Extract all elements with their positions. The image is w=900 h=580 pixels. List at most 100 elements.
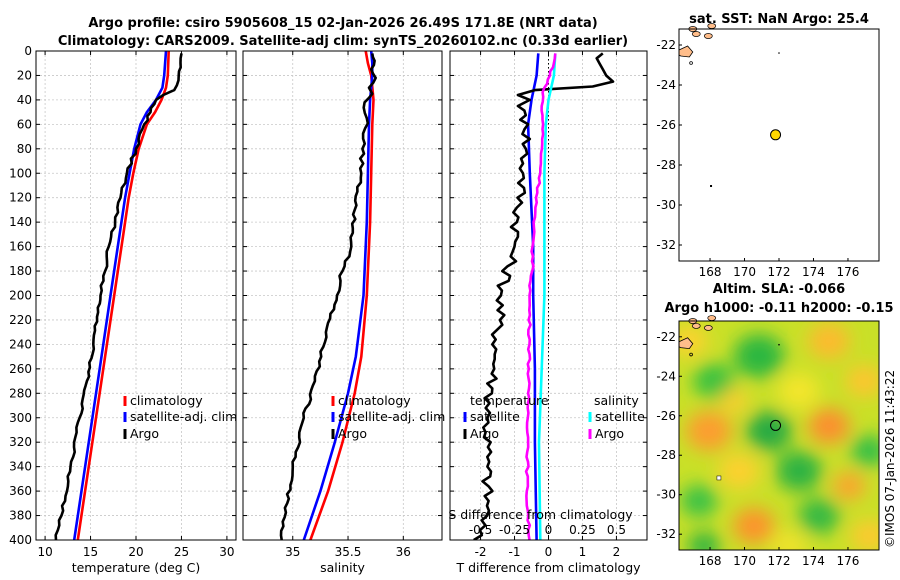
reef-dot — [778, 343, 780, 346]
loyalty-island — [691, 323, 701, 329]
map-y-tick-label: -30 — [656, 488, 676, 502]
s-tick-label: 0.5 — [607, 523, 626, 537]
sla-anomaly-blob — [845, 365, 879, 397]
sla-anomaly-blob — [680, 485, 718, 517]
sla-anomaly-blob — [850, 520, 879, 550]
x-axis-label: T difference from climatology — [455, 560, 641, 575]
map-x-tick-label: 174 — [802, 554, 825, 568]
imos-watermark: ©IMOS 07-Jan-2026 11:43:22 — [883, 370, 897, 548]
series-line-temperature-argo — [473, 52, 615, 540]
x-tick-label: 20 — [128, 545, 143, 559]
argo-float-marker — [770, 129, 782, 141]
difference-profile-panel: -2 -1 0 1 2T difference from climatology S di… — [448, 50, 648, 575]
grid — [36, 50, 236, 541]
legend-salinity-title: salinity — [594, 393, 639, 408]
y-tick-label: 180 — [9, 264, 32, 278]
sla-map-title-line2: Argo h1000: -0.11 h2000: -0.15 — [664, 301, 893, 316]
y-tick-label: 300 — [9, 411, 32, 425]
sla-anomaly-blob — [679, 325, 708, 357]
sla-anomaly-blob — [720, 389, 748, 413]
sla-anomaly-blob — [733, 508, 775, 544]
x-tick-label: 30 — [219, 545, 234, 559]
series-line-satellite-adj-clim — [72, 51, 168, 540]
island-norfolk — [716, 475, 722, 481]
sla-anomaly-blob — [778, 373, 820, 409]
loyalty-island — [703, 325, 713, 331]
sla-anomaly-blob — [687, 532, 721, 550]
x-tick-label: 10 — [37, 545, 52, 559]
series-line-salinity-argo — [524, 53, 557, 540]
legend-temp-1-label: satellite-adj. clim — [130, 409, 237, 424]
y-tick-label: 80 — [17, 142, 32, 156]
s-tick-label: 0 — [545, 523, 553, 537]
sla-heatmap — [679, 321, 879, 550]
sla-anomaly-blob — [770, 530, 808, 550]
sst-map-title: sat. SST: NaN Argo: 25.4 — [689, 12, 869, 27]
map-x-tick-label: 176 — [837, 554, 860, 568]
map-x-tick-label: 170 — [733, 554, 756, 568]
sla-anomaly-blob — [746, 411, 792, 451]
map-y-tick-label: -26 — [656, 118, 676, 132]
y-tick-label: 100 — [9, 166, 32, 180]
sla-anomaly-blob — [808, 408, 850, 444]
sla-anomaly-blob — [850, 435, 879, 467]
y-tick-label: 260 — [9, 362, 32, 376]
x-tick-label: 25 — [174, 545, 189, 559]
map-x-tick-label: 168 — [699, 554, 722, 568]
sla-map-title-line1: Altim. SLA: -0.066 — [713, 282, 845, 297]
y-tick-label: 320 — [9, 435, 32, 449]
y-tick-label: 280 — [9, 386, 32, 400]
map-y-tick-label: -30 — [656, 198, 676, 212]
sla-anomaly-blob — [832, 472, 866, 500]
figure-title-line2: Climatology: CARS2009. Satellite-adj cli… — [58, 34, 628, 49]
difference-legend: temperaturesatelliteArgosalinitysatellit… — [463, 393, 645, 441]
sla-anomaly-blob — [808, 323, 850, 359]
y-tick-label: 400 — [9, 533, 32, 547]
x-tick-label: 0 — [545, 545, 553, 559]
x-axis-label: temperature (deg C) — [72, 560, 201, 575]
y-tick-label: 20 — [17, 68, 32, 82]
x-axis-label: salinity — [320, 560, 365, 575]
legend-sal-1-label: satellite-adj. clim — [338, 409, 445, 424]
series-group — [473, 52, 615, 540]
map-x-tick-label: 172 — [768, 265, 791, 279]
temperature-profile-panel: 10 15 20 25 30020406080100120140160180200220… — [9, 44, 237, 575]
s-difference-axis-label: S difference from climatology — [448, 507, 633, 522]
map-y-tick-label: -22 — [656, 38, 676, 52]
x-tick-label: 36 — [396, 545, 411, 559]
loyalty-island — [691, 31, 701, 37]
x-tick-label: 15 — [83, 545, 98, 559]
loyalty-island — [707, 315, 717, 321]
y-tick-label: 120 — [9, 191, 32, 205]
map-x-tick-label: 174 — [802, 265, 825, 279]
s-tick-label: 0.25 — [569, 523, 596, 537]
loyalty-island — [707, 23, 717, 29]
isle-of-pines — [689, 61, 693, 65]
map-y-tick-label: -24 — [656, 369, 676, 383]
map-y-tick-label: -26 — [656, 409, 676, 423]
x-tick-label: 1 — [579, 545, 587, 559]
series-line-temperature-satellite — [526, 53, 540, 540]
sla-anomaly-blob — [733, 334, 785, 378]
sst-map-panel: 168 170 172 174 176 -22 -24 -26 -28 -30 -32 — [656, 23, 880, 279]
x-tick-label: -1 — [509, 545, 521, 559]
map-y-tick-label: -24 — [656, 78, 676, 92]
legend-sal-2-label: Argo — [338, 426, 367, 441]
y-tick-label: 380 — [9, 509, 32, 523]
series-group — [54, 51, 183, 540]
isle-of-pines — [689, 352, 693, 357]
y-tick-label: 160 — [9, 240, 32, 254]
argo-float-marker — [770, 419, 782, 431]
map-x-tick-label: 168 — [699, 265, 722, 279]
legend-temperature-title: temperature — [470, 393, 549, 408]
y-tick-label: 220 — [9, 313, 32, 327]
s-tick-label: -0.5 — [469, 523, 492, 537]
y-tick-label: 360 — [9, 484, 32, 498]
series-group — [279, 51, 377, 540]
x-tick-label: 2 — [613, 545, 621, 559]
legend-sal-argo-label: Argo — [595, 426, 624, 441]
legend-temp-satellite-label: satellite — [470, 409, 520, 424]
sla-map-panel: 168 170 172 174 176 -22 -24 -26 -28 -30 -32 — [656, 315, 880, 568]
